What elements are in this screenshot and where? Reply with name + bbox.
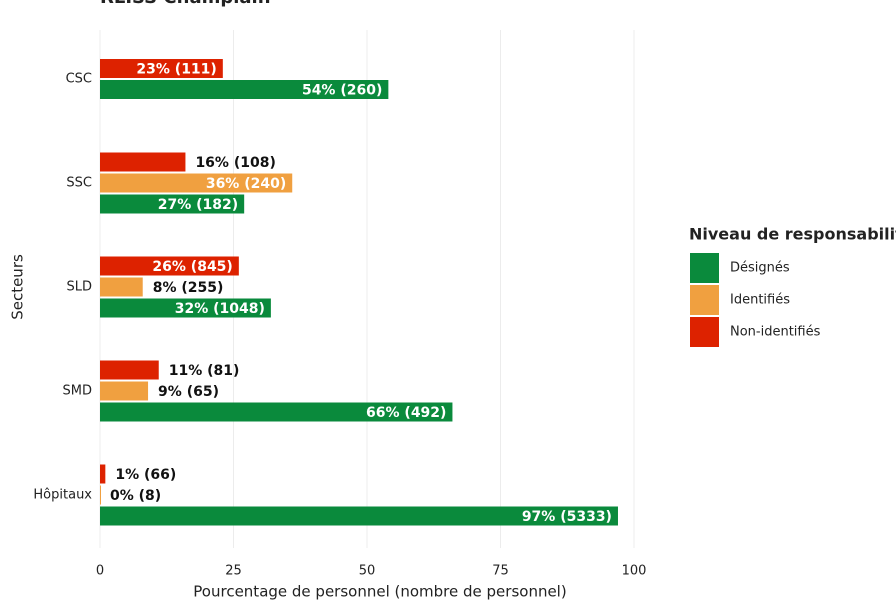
legend-swatch bbox=[690, 253, 719, 283]
x-tick-label: 75 bbox=[492, 564, 509, 579]
y-tick-label: Hôpitaux bbox=[33, 488, 92, 503]
bar bbox=[100, 256, 239, 276]
bar bbox=[100, 152, 186, 172]
y-tick-label: SSC bbox=[66, 176, 92, 191]
legend-title: Niveau de responsabilité bbox=[689, 225, 896, 244]
value-label: 27% (182) bbox=[158, 197, 238, 213]
bar bbox=[100, 485, 101, 505]
value-label: 66% (492) bbox=[366, 405, 446, 421]
bar bbox=[100, 194, 245, 214]
bar bbox=[100, 402, 453, 422]
bar bbox=[100, 506, 618, 526]
x-tick-label: 25 bbox=[225, 564, 242, 579]
legend-label: Désignés bbox=[730, 261, 790, 276]
legend-label: Identifiés bbox=[730, 293, 790, 308]
value-label: 26% (845) bbox=[152, 259, 232, 275]
x-tick-label: 50 bbox=[359, 564, 376, 579]
value-label: 54% (260) bbox=[302, 83, 382, 99]
legend-swatch bbox=[690, 285, 719, 315]
value-label: 23% (111) bbox=[136, 62, 216, 78]
bar bbox=[100, 464, 106, 484]
value-label: 16% (108) bbox=[195, 155, 275, 171]
value-label: 1% (66) bbox=[115, 467, 176, 483]
value-label: 9% (65) bbox=[158, 384, 219, 400]
bar bbox=[100, 59, 223, 78]
bar bbox=[100, 381, 149, 401]
value-label: 8% (255) bbox=[153, 280, 224, 296]
bar bbox=[100, 277, 143, 297]
x-tick-label: 0 bbox=[96, 564, 104, 579]
value-label: 97% (5333) bbox=[522, 509, 612, 525]
x-tick-label: 100 bbox=[622, 564, 647, 579]
value-label: 0% (8) bbox=[110, 488, 161, 504]
bar bbox=[100, 173, 293, 193]
legend-label: Non-identifiés bbox=[730, 325, 821, 340]
y-tick-label: SMD bbox=[63, 384, 92, 399]
value-label: 36% (240) bbox=[206, 176, 286, 192]
bar bbox=[100, 298, 271, 318]
value-label: 32% (1048) bbox=[175, 301, 265, 317]
bar bbox=[100, 360, 159, 380]
y-tick-label: CSC bbox=[66, 72, 92, 87]
x-axis-title: Pourcentage de personnel (nombre de pers… bbox=[193, 583, 566, 601]
chart-title: RLISS Champlain bbox=[100, 0, 271, 8]
value-label: 11% (81) bbox=[169, 363, 240, 379]
legend-swatch bbox=[690, 317, 719, 347]
y-axis-title: Secteurs bbox=[9, 254, 27, 320]
y-tick-label: SLD bbox=[66, 280, 92, 295]
bar bbox=[100, 80, 389, 99]
